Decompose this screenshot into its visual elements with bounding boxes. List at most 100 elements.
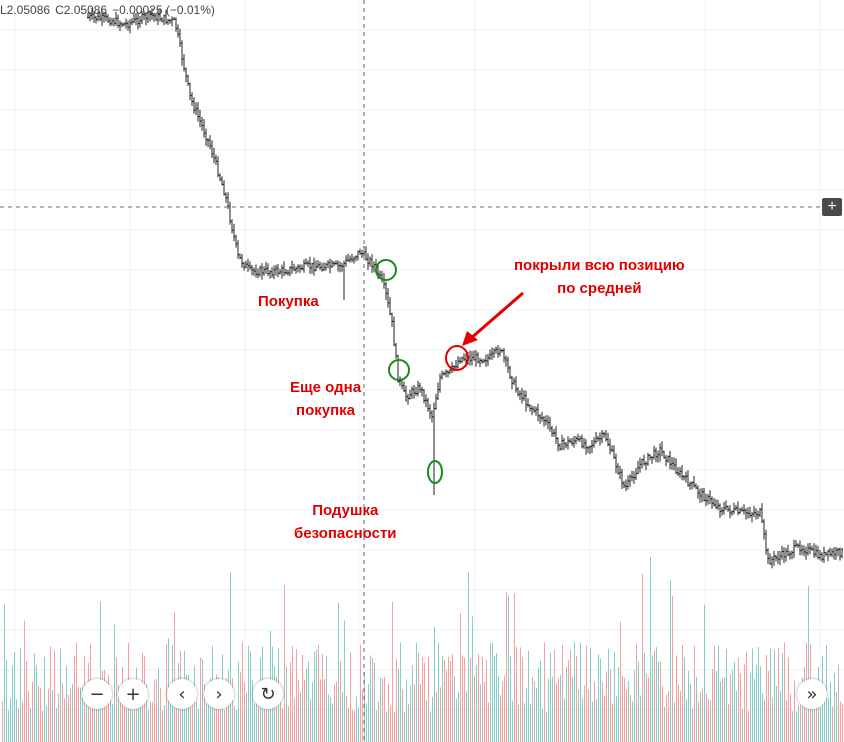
volume-bar — [40, 687, 41, 742]
cushion-marker — [427, 460, 443, 484]
reset-chart-button[interactable]: ↻ — [253, 679, 283, 709]
volume-bar — [48, 688, 49, 742]
volume-bar — [654, 650, 655, 742]
volume-bar — [556, 683, 557, 742]
volume-bar — [442, 656, 443, 742]
volume-bar — [676, 655, 677, 742]
volume-bar — [758, 647, 759, 742]
volume-bar — [724, 677, 725, 742]
volume-bar — [18, 707, 19, 742]
zoom-out-button[interactable]: − — [82, 679, 112, 709]
volume-bar — [598, 654, 599, 742]
volume-bar — [710, 700, 711, 742]
volume-bar — [636, 643, 637, 742]
volume-bar — [198, 708, 199, 742]
volume-bar — [402, 689, 403, 742]
volume-bar — [394, 711, 395, 742]
volume-bar — [248, 645, 249, 742]
volume-bar — [282, 707, 283, 742]
volume-bar — [408, 703, 409, 742]
volume-bar — [644, 652, 645, 742]
volume-bar — [140, 704, 141, 742]
zoom-in-button[interactable]: + — [118, 679, 148, 709]
volume-bar — [380, 677, 381, 742]
volume-bar — [214, 700, 215, 742]
plus-icon: + — [125, 683, 141, 705]
volume-bar — [10, 698, 11, 742]
volume-bar — [124, 701, 125, 742]
volume-bar — [830, 682, 831, 742]
volume-bar — [254, 703, 255, 742]
volume-bar — [746, 651, 747, 742]
volume-bar — [130, 701, 131, 742]
volume-bar — [264, 693, 265, 742]
volume-bar — [528, 650, 529, 742]
volume-bar — [68, 694, 69, 742]
volume-bar — [8, 710, 9, 742]
volume-bar — [382, 679, 383, 742]
volume-bar — [664, 706, 665, 742]
go-to-latest-button[interactable]: » — [797, 679, 827, 709]
volume-bar — [594, 681, 595, 742]
volume-bar — [780, 691, 781, 742]
volume-bar — [400, 642, 401, 742]
reset-icon: ↻ — [260, 683, 276, 705]
volume-bar — [652, 655, 653, 742]
volume-bar — [330, 697, 331, 742]
volume-bar — [190, 693, 191, 742]
volume-bar — [424, 662, 425, 742]
volume-bar — [306, 668, 307, 742]
volume-bar — [686, 699, 687, 742]
scroll-right-button[interactable]: › — [204, 679, 234, 709]
volume-bar — [574, 642, 575, 742]
volume-bar — [58, 693, 59, 742]
volume-bar — [578, 689, 579, 742]
volume-bars — [2, 557, 843, 742]
volume-bar — [736, 690, 737, 742]
volume-bar — [592, 701, 593, 742]
volume-bar — [840, 701, 841, 742]
volume-bar — [186, 674, 187, 742]
volume-bar — [92, 686, 93, 742]
volume-bar — [134, 708, 135, 742]
volume-bar — [256, 691, 257, 742]
volume-bar — [22, 701, 23, 742]
volume-bar — [20, 648, 21, 742]
volume-bar — [268, 707, 269, 742]
volume-bar — [700, 692, 701, 742]
volume-bar — [786, 700, 787, 742]
volume-bar — [200, 657, 201, 742]
volume-bar — [346, 695, 347, 742]
volume-bar — [776, 686, 777, 742]
scroll-left-button[interactable]: ‹ — [167, 679, 197, 709]
volume-bar — [524, 703, 525, 742]
volume-bar — [428, 656, 429, 742]
volume-bar — [582, 698, 583, 742]
volume-bar — [308, 661, 309, 742]
volume-bar — [466, 691, 467, 742]
volume-bar — [666, 695, 667, 742]
volume-bar — [630, 694, 631, 742]
volume-bar — [728, 704, 729, 742]
volume-bar — [542, 708, 543, 742]
volume-bar — [716, 671, 717, 742]
ohlc-legend: L2.05086 C2.05086 −0.00025 (−0.01%) — [0, 3, 220, 17]
volume-bar — [696, 676, 697, 742]
annotation-cushion: Подушка безопасности — [294, 502, 397, 542]
volume-bar — [296, 649, 297, 742]
volume-bar — [6, 659, 7, 742]
volume-bar — [418, 652, 419, 742]
volume-bar — [422, 657, 423, 742]
volume-bar — [458, 692, 459, 742]
volume-bar — [628, 681, 629, 742]
volume-bar — [174, 611, 175, 742]
volume-bar — [606, 671, 607, 742]
volume-bar — [298, 679, 299, 742]
add-icon[interactable]: + — [822, 198, 842, 216]
volume-bar — [426, 700, 427, 742]
volume-bar — [354, 710, 355, 742]
volume-bar — [564, 698, 565, 742]
volume-bar — [796, 711, 797, 742]
volume-bar — [72, 684, 73, 742]
